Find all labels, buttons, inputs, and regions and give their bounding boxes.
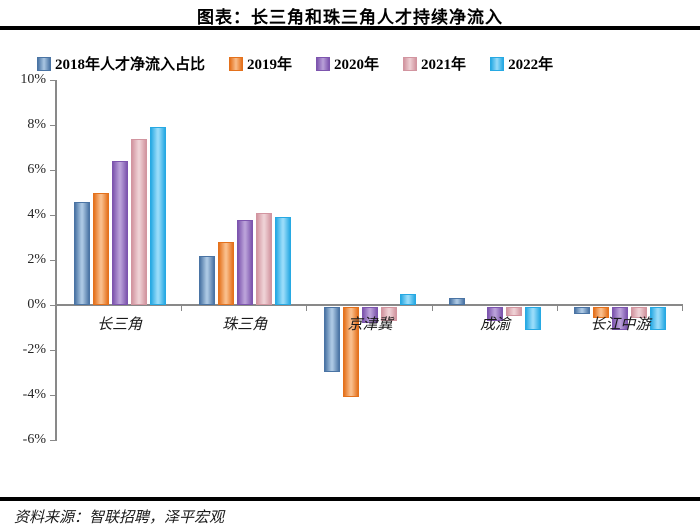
legend-label: 2022年 — [508, 57, 554, 73]
bar-2019年-长三角 — [92, 192, 109, 305]
bar-2021年-长江中游 — [631, 307, 648, 319]
y-axis-label: 10% — [20, 72, 46, 87]
bar-2021年-京津冀 — [381, 307, 397, 321]
legend-item-2020年: 2020年 — [316, 53, 379, 74]
x-category-label-长江中游: 长江中游 — [590, 317, 651, 333]
x-axis-tick — [306, 305, 308, 311]
legend-swatch-icon — [229, 56, 244, 71]
x-axis-zero-line — [55, 304, 683, 306]
y-axis-label: 8% — [27, 117, 46, 132]
legend-item-2021年: 2021年 — [403, 53, 466, 74]
legend-label: 2020年 — [334, 57, 380, 73]
bar-2018年人才净流入占比-珠三角 — [198, 255, 215, 305]
source-citation: 资料来源：智联招聘，泽平宏观 — [14, 510, 225, 526]
x-axis-tick — [181, 305, 183, 311]
y-axis-line — [55, 80, 57, 441]
y-axis-label: 4% — [27, 207, 46, 222]
legend-swatch-icon — [37, 56, 51, 71]
bar-2019年-长江中游 — [593, 307, 610, 319]
bar-2021年-珠三角 — [255, 212, 272, 305]
bar-2021年-长三角 — [130, 138, 147, 305]
legend-item-2018年人才净流入占比: 2018年人才净流入占比 — [37, 53, 205, 74]
bar-2021年-成渝 — [506, 307, 523, 316]
bar-2022年-京津冀 — [400, 293, 416, 305]
bar-2018年人才净流入占比-京津冀 — [324, 307, 340, 373]
legend-swatch-icon — [490, 56, 505, 71]
y-axis-label: -2% — [22, 342, 46, 357]
y-axis-tick — [50, 125, 55, 126]
x-axis-tick — [431, 305, 433, 311]
chart-legend: 2018年人才净流入占比 2019年 2020年 2021年 2022年 — [37, 53, 553, 74]
x-category-label-成渝: 成渝 — [480, 317, 511, 333]
y-axis-tick — [50, 305, 55, 306]
legend-label: 2018年人才净流入占比 — [55, 57, 206, 73]
y-axis-tick — [50, 395, 55, 396]
x-category-label-京津冀: 京津冀 — [347, 317, 393, 333]
legend-swatch-icon — [403, 56, 418, 71]
bar-2020年-长三角 — [111, 161, 128, 305]
y-axis-tick — [50, 215, 55, 216]
y-axis-label: 2% — [27, 252, 46, 267]
legend-item-2022年: 2022年 — [490, 53, 553, 74]
bar-2022年-长江中游 — [650, 307, 667, 330]
legend-item-2019年: 2019年 — [229, 53, 292, 74]
chart-title: 图表：长三角和珠三角人才持续净流入 — [197, 8, 503, 27]
bar-2018年人才净流入占比-成渝 — [449, 298, 466, 305]
y-axis-tick — [50, 80, 55, 81]
bar-2022年-珠三角 — [274, 217, 291, 305]
y-axis-label: 6% — [27, 162, 46, 177]
bar-2018年人才净流入占比-长江中游 — [574, 307, 591, 314]
y-axis-tick — [50, 350, 55, 351]
bottom-divider-rule — [0, 497, 700, 501]
x-category-label-长三角: 长三角 — [97, 317, 143, 333]
bar-2022年-长三角 — [149, 127, 166, 305]
x-axis-tick — [682, 305, 683, 311]
y-axis-label: -4% — [22, 387, 46, 402]
bar-2020年-成渝 — [487, 307, 504, 321]
bar-2019年-珠三角 — [217, 242, 234, 305]
x-category-label-珠三角: 珠三角 — [222, 317, 268, 333]
x-axis-tick — [556, 305, 558, 311]
bar-2020年-京津冀 — [362, 307, 378, 323]
y-axis-tick — [50, 440, 55, 441]
bar-2019年-京津冀 — [343, 307, 359, 397]
legend-label: 2019年 — [247, 57, 293, 73]
y-axis-label: 0% — [27, 297, 46, 312]
top-divider-rule — [0, 26, 700, 30]
bar-2022年-成渝 — [525, 307, 542, 330]
y-axis-tick — [50, 170, 55, 171]
y-axis-tick — [50, 260, 55, 261]
bar-2020年-长江中游 — [612, 307, 629, 330]
legend-label: 2021年 — [421, 57, 467, 73]
plot-area: 10% 8% 6% 4% 2% 0% -2% -4% -6% 长三角 珠三角 京津冀 成渝 长江中游 — [20, 72, 683, 447]
bar-2020年-珠三角 — [236, 219, 253, 305]
legend-swatch-icon — [316, 56, 331, 71]
bar-2018年人才净流入占比-长三角 — [73, 201, 90, 305]
y-axis-label: -6% — [22, 432, 46, 447]
